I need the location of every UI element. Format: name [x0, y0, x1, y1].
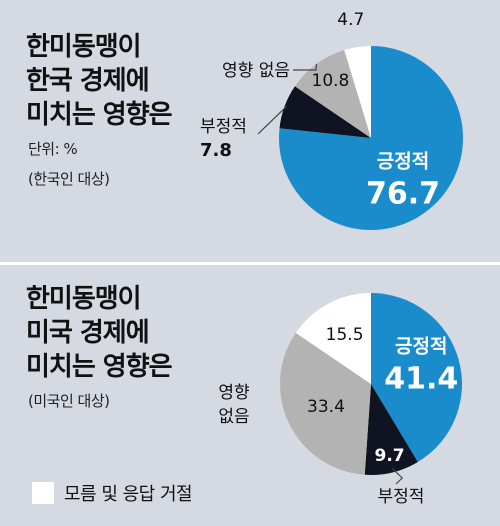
chart1-value-positive: 76.7 — [366, 177, 440, 212]
chart1-title: 한미동맹이 한국 경제에 미치는 영향은 — [26, 30, 173, 132]
chart1-subtitle: (한국인 대상) — [28, 170, 110, 188]
chart2-slice-negative — [364, 384, 418, 475]
chart1-label-positive: 긍정적 — [377, 151, 429, 173]
chart2-value-negative: 9.7 — [375, 446, 405, 466]
legend: 모름 및 응답 거절 — [32, 480, 193, 506]
chart1-value-dont-know: 4.7 — [337, 10, 364, 30]
chart2-title: 한미동맹이 미국 경제에 미치는 영향은 — [26, 282, 173, 384]
chart1-unit: 단위: % — [28, 140, 78, 158]
chart2-slice-no-effect — [279, 332, 371, 475]
chart2-value-no-effect: 33.4 — [307, 397, 345, 417]
chart1-title-line: 미치는 영향은 — [26, 100, 173, 130]
chart2-label-positive: 긍정적 — [395, 336, 447, 358]
chart2-leader-negative — [391, 468, 404, 485]
chart1-label-no-effect: 영향 없음 — [222, 61, 290, 81]
chart2-value-dont-know: 15.5 — [326, 325, 364, 345]
chart2-value-positive: 41.4 — [384, 362, 458, 397]
chart1-value-no-effect: 10.8 — [312, 71, 350, 91]
section-divider — [0, 262, 500, 265]
chart1-label-negative: 부정적 — [200, 117, 247, 137]
chart2-label-no-effect: 영향 없음 — [218, 383, 249, 427]
chart2-subtitle: (미국인 대상) — [28, 392, 110, 410]
chart1-slice-no-effect — [294, 49, 371, 138]
legend-swatch-dont-know — [32, 482, 54, 504]
chart1-leader-no-effect — [293, 63, 318, 71]
chart2-title-line: 미치는 영향은 — [26, 352, 173, 382]
chart2-title-line: 한미동맹이 — [26, 284, 142, 314]
chart1-leader-negative — [257, 105, 288, 135]
chart2-title-line: 미국 경제에 — [26, 318, 150, 348]
legend-label: 모름 및 응답 거절 — [64, 484, 193, 505]
chart2-label-negative: 부정적 — [378, 487, 425, 507]
chart2-slice-positive — [371, 293, 462, 463]
chart2-slice-dont-know — [295, 293, 371, 384]
chart1-value-negative: 7.8 — [200, 140, 232, 161]
chart1-title-line: 한미동맹이 — [26, 32, 142, 62]
chart1-title-line: 한국 경제에 — [26, 66, 150, 96]
chart1-slice-dont-know — [344, 46, 371, 138]
chart1-slice-negative — [279, 86, 371, 138]
